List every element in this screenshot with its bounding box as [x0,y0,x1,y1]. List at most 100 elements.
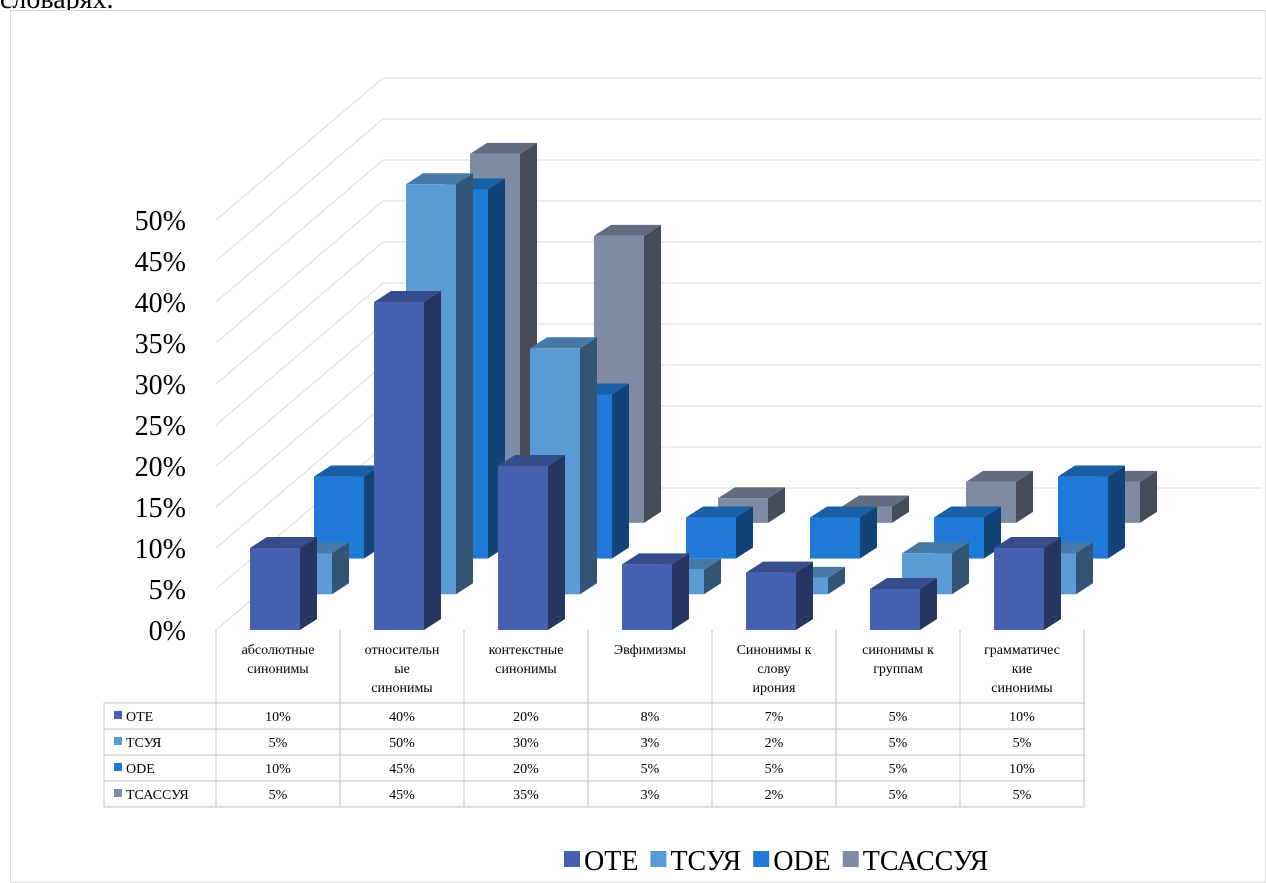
table-legend-key [114,763,122,771]
bar-OTE-3 [622,553,689,630]
bar-top [966,470,1033,482]
table-cell: 30% [513,736,539,751]
bar-side [488,178,505,559]
table-cell: 5% [1013,788,1032,803]
bar-top [994,537,1061,548]
bar-side [768,487,785,523]
table-cell: 8% [641,710,660,725]
table-series-name: ТСУЯ [126,736,161,751]
bar-top [250,537,317,548]
table-series-name: OTE [126,710,153,725]
bar-side [704,558,721,595]
category-label: кие [1012,662,1033,677]
table-series-name: ТСАССУЯ [126,788,189,803]
table-cell: 45% [389,788,415,803]
bar-top [810,506,877,518]
table-cell: 40% [389,710,415,725]
category-label: синонимы [247,662,309,677]
legend-swatch [753,851,770,867]
y-tick-label: 40% [135,288,186,319]
grid-side-line [215,200,384,344]
table-cell: 2% [765,788,784,803]
y-tick-label: 15% [135,493,186,524]
bar-top [406,173,473,185]
y-tick-label: 35% [135,329,186,360]
grid-side-line [215,118,384,262]
table-cell: 5% [641,762,660,777]
bar-ODE-3 [686,506,753,559]
table-cell: 5% [889,710,908,725]
bar-side [1044,537,1061,630]
table-cell: 10% [265,762,291,777]
legend: OTE ТСУЯ ODE ТСАССУЯ [564,846,988,877]
bar-OTE-4 [746,561,813,630]
category-label: абсолютные [242,643,315,658]
table-cell: 20% [513,762,539,777]
bar-side [1016,470,1033,523]
bar-top [842,495,909,507]
bar-side [1140,470,1157,523]
legend-item-ТСАССУЯ: ТСАССУЯ [842,846,989,877]
legend-swatch [650,851,667,867]
category-label: ирония [753,681,796,696]
table-cell: 7% [765,710,784,725]
bar-OTE-5 [870,578,937,630]
bar-side [952,542,969,595]
bar-front [686,517,736,559]
table-cell: 5% [269,788,288,803]
table-cell: 3% [641,736,660,751]
category-label: Эвфимизмы [614,643,687,658]
bar-side [736,506,753,559]
y-tick-label: 10% [135,534,186,565]
table-cell: 10% [1009,710,1035,725]
y-tick-label: 0% [149,616,186,647]
bar-side [892,495,909,523]
bar-top [530,337,597,349]
bar-front [810,517,860,559]
legend-swatch [842,851,859,867]
bar-top [686,506,753,518]
bar-top [594,224,661,236]
table-cell: 5% [889,762,908,777]
bar-top [1058,465,1125,477]
grid-side-line [215,364,384,508]
category-label: Синонимы к [737,643,812,658]
legend-label: ТСАССУЯ [863,846,989,877]
category-label: синонимы к [862,643,934,658]
bar-top [870,578,937,589]
grid-side-line [215,77,384,221]
bar-top [718,487,785,499]
category-label: слову [757,662,790,677]
bar-side [860,506,877,559]
bar-side [456,173,473,595]
table-cell: 5% [765,762,784,777]
y-tick-label: 25% [135,411,186,442]
bar-ODE-4 [810,506,877,559]
bar-top [622,553,689,565]
category-label: группам [873,662,923,677]
grid-side-line [215,282,384,426]
category-label: относительн [365,643,440,658]
legend-item-OTE: OTE [564,846,638,877]
bar-OTE-2 [498,455,565,630]
bar-top [934,506,1001,518]
bar-OTE-1 [374,291,441,630]
legend-label: ТСУЯ [670,846,741,877]
legend-label: OTE [584,846,638,877]
bar-side [580,337,597,595]
y-tick-label: 50% [135,206,186,237]
legend-swatch [564,851,580,867]
bar-side [796,561,813,630]
bar-front [870,589,920,630]
grid-side-line [215,323,384,467]
category-label: синонимы [991,681,1053,696]
table-series-name: ODE [126,762,155,777]
bar-side [672,553,689,630]
bar-top [470,142,537,154]
bar-top [746,561,813,573]
grid-side-line [215,405,384,549]
bar-top [902,542,969,554]
bar-side [644,224,661,523]
table-cell: 10% [265,710,291,725]
